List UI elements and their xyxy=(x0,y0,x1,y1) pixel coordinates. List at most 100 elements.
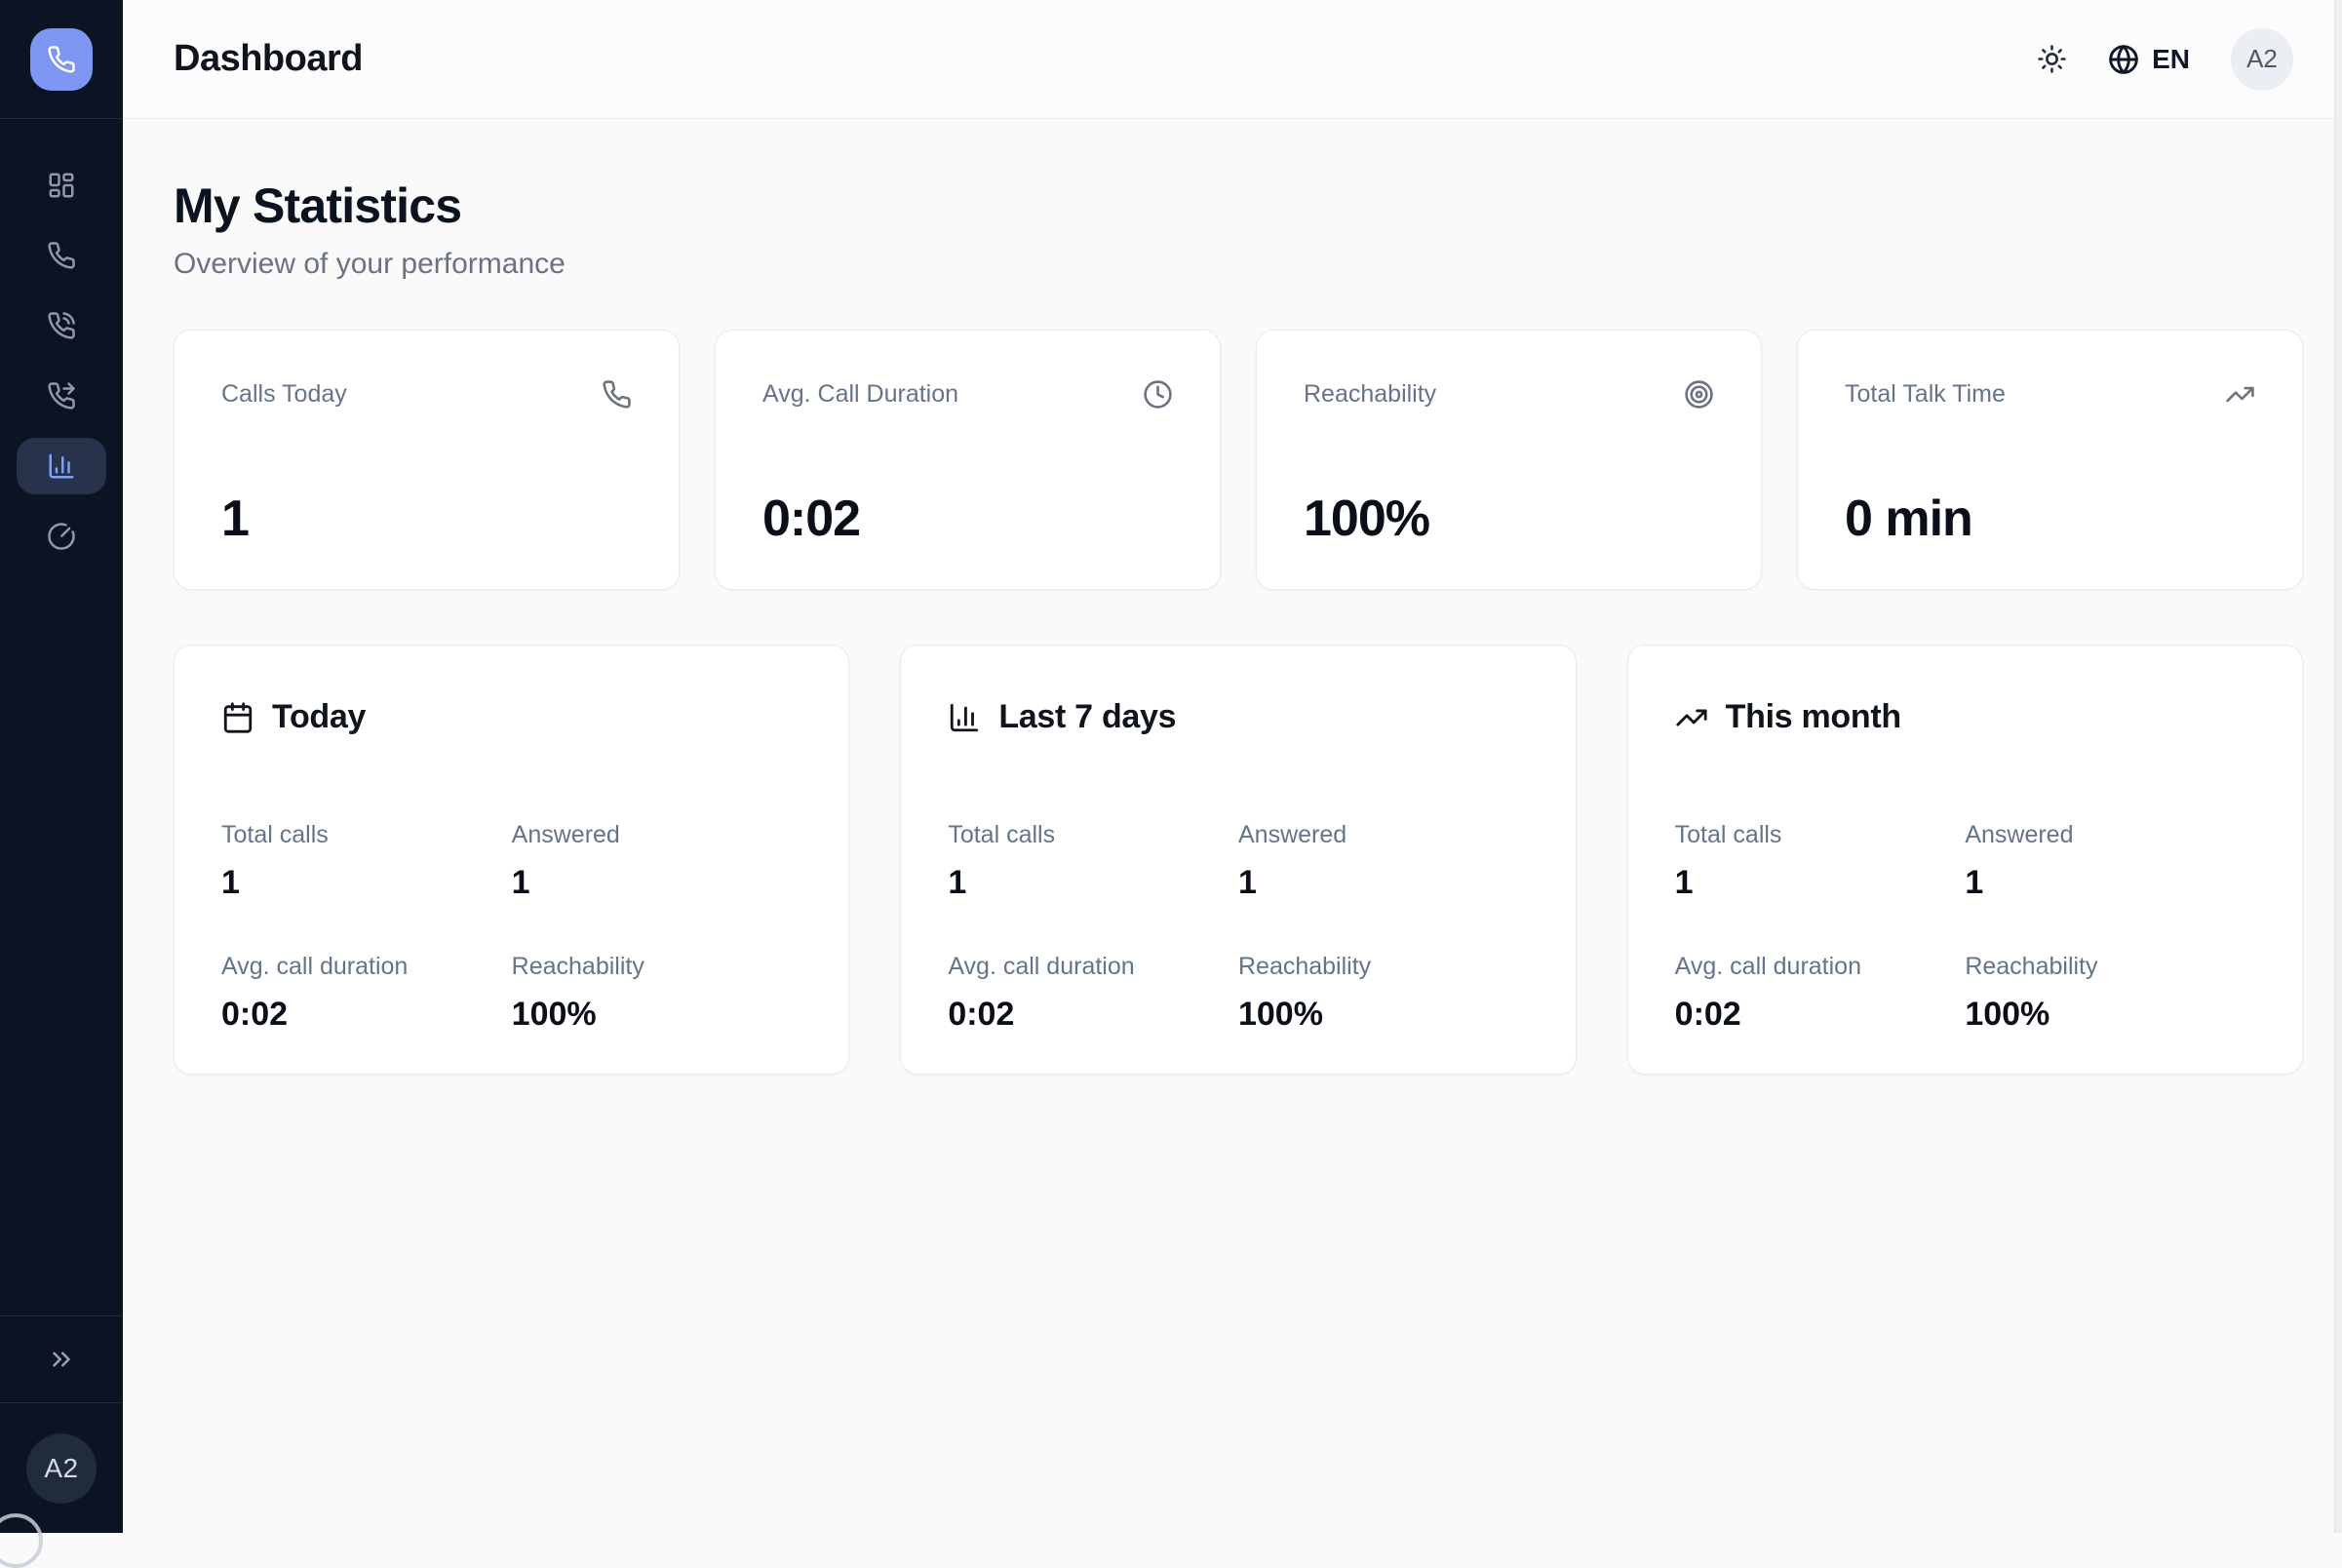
period-stat-label: Answered xyxy=(1237,821,1347,848)
period-stat-value: 0:02 xyxy=(1674,995,1741,1033)
top-header: Dashboard EN A2 xyxy=(123,0,2342,119)
phone-call-icon xyxy=(47,311,76,340)
expand-sidebar-button[interactable] xyxy=(47,1345,76,1374)
stat-label: Avg. Call Duration xyxy=(762,380,959,408)
stat-value: 100% xyxy=(1304,490,1430,547)
period-stat-value: 1 xyxy=(1237,864,1257,901)
bar-chart-icon xyxy=(948,701,981,734)
header-actions: EN A2 xyxy=(2037,27,2293,91)
stat-card-header: Total Talk Time xyxy=(1845,379,2255,410)
stat-label: Total Talk Time xyxy=(1845,380,2006,408)
phone-icon xyxy=(47,45,76,74)
period-stat-label: Total calls xyxy=(221,821,329,848)
period-stat-label: Reachability xyxy=(1237,952,1372,980)
period-stat: Avg. call duration 0:02 xyxy=(948,952,1238,1035)
language-switcher[interactable]: EN xyxy=(2108,44,2190,75)
period-card-this-month: This month Total calls 1 Answered 1 Avg.… xyxy=(1626,645,2303,1075)
stat-card-reachability: Reachability 100% xyxy=(1256,330,1762,590)
period-stat-label: Total calls xyxy=(1674,821,1782,848)
period-stat-value: 1 xyxy=(221,864,240,901)
bar-chart-icon xyxy=(47,451,76,481)
section-subtitle: Overview of your performance xyxy=(174,248,566,280)
stat-card-total-talk-time: Total Talk Time 0 min xyxy=(1797,330,2303,590)
period-stat: Answered 1 xyxy=(1238,820,1529,903)
sidebar-avatar[interactable]: A2 xyxy=(26,1432,97,1504)
period-card-today: Today Total calls 1 Answered 1 Avg. call… xyxy=(174,645,850,1075)
period-card-header: Last 7 days xyxy=(948,698,1528,736)
stat-card-avg-call-duration: Avg. Call Duration 0:02 xyxy=(715,330,1221,590)
period-title: Last 7 days xyxy=(998,698,1177,735)
sidebar-item-call-activity[interactable] xyxy=(0,291,123,361)
period-stat: Reachability 100% xyxy=(512,952,802,1035)
period-stat-label: Avg. call duration xyxy=(948,952,1135,980)
period-stat-value: 1 xyxy=(948,864,967,901)
sidebar-item-dashboard[interactable] xyxy=(0,150,123,220)
stat-card-header: Reachability xyxy=(1304,379,1714,410)
period-stat: Total calls 1 xyxy=(948,820,1238,903)
period-stat: Reachability 100% xyxy=(1965,952,2255,1035)
period-stats-grid: Total calls 1 Answered 1 Avg. call durat… xyxy=(221,820,801,1035)
period-card-header: Today xyxy=(221,698,801,736)
period-stat-label: Answered xyxy=(511,821,620,848)
period-stat-label: Answered xyxy=(1965,821,2074,848)
period-title: This month xyxy=(1725,698,1902,735)
stat-value: 1 xyxy=(221,490,250,547)
period-stat: Avg. call duration 0:02 xyxy=(221,952,512,1035)
period-title: Today xyxy=(272,698,367,735)
user-avatar[interactable]: A2 xyxy=(2231,27,2293,91)
period-stat-value: 1 xyxy=(511,864,530,901)
period-stat: Answered 1 xyxy=(512,820,802,903)
language-label: EN xyxy=(2152,43,2190,74)
stat-value: 0:02 xyxy=(762,490,861,547)
gauge-icon xyxy=(47,522,76,551)
section-title: My Statistics xyxy=(174,178,462,233)
kpi-cards-row: Calls Today 1 Avg. Call Duration 0 xyxy=(174,330,2303,590)
period-stat: Total calls 1 xyxy=(1675,820,1966,903)
period-stats-grid: Total calls 1 Answered 1 Avg. call durat… xyxy=(1675,820,2255,1035)
sidebar-item-statistics[interactable] xyxy=(0,431,123,501)
stat-card-header: Calls Today xyxy=(221,379,632,410)
period-stat-value: 100% xyxy=(1965,995,2050,1033)
stat-label: Calls Today xyxy=(221,380,347,408)
phone-forwarded-icon xyxy=(47,381,76,411)
globe-icon xyxy=(2108,44,2139,75)
trending-up-icon xyxy=(1675,701,1708,734)
period-stat-value: 0:02 xyxy=(221,995,289,1033)
phone-icon xyxy=(47,241,76,270)
page-header-title: Dashboard xyxy=(174,38,363,79)
layout-dashboard-icon xyxy=(47,171,76,200)
period-card-last-7-days: Last 7 days Total calls 1 Answered 1 Avg… xyxy=(900,645,1577,1075)
active-item-highlight xyxy=(17,438,106,494)
clock-icon xyxy=(1143,379,1173,410)
logo-area xyxy=(0,0,123,119)
period-stat-value: 1 xyxy=(1674,864,1694,901)
period-stat-value: 100% xyxy=(1237,995,1323,1033)
period-stat: Reachability 100% xyxy=(1238,952,1529,1035)
period-stat: Avg. call duration 0:02 xyxy=(1675,952,1966,1035)
sidebar-avatar-section: A2 xyxy=(0,1403,123,1533)
theme-toggle-button[interactable] xyxy=(2037,44,2067,74)
period-card-header: This month xyxy=(1675,698,2255,736)
sidebar: A2 xyxy=(0,0,123,1568)
page-scrollbar[interactable] xyxy=(2334,0,2342,1533)
sidebar-item-calls[interactable] xyxy=(0,220,123,291)
stat-value: 0 min xyxy=(1845,490,1973,547)
sun-icon xyxy=(2037,44,2067,74)
period-cards-row: Today Total calls 1 Answered 1 Avg. call… xyxy=(174,645,2303,1075)
sidebar-item-performance[interactable] xyxy=(0,501,123,571)
trending-up-icon xyxy=(2225,379,2255,410)
period-stat-value: 0:02 xyxy=(948,995,1015,1033)
sidebar-collapse-section xyxy=(0,1315,123,1403)
period-stat-label: Reachability xyxy=(1965,952,2098,980)
period-stats-grid: Total calls 1 Answered 1 Avg. call durat… xyxy=(948,820,1528,1035)
calendar-icon xyxy=(221,701,254,734)
sidebar-item-outgoing-calls[interactable] xyxy=(0,361,123,431)
content-column: Dashboard EN A2 My Statistics Overview xyxy=(123,0,2342,1533)
period-stat-label: Reachability xyxy=(511,952,644,980)
period-stat-value: 1 xyxy=(1965,864,1984,901)
app-logo[interactable] xyxy=(30,27,93,91)
period-stat-value: 100% xyxy=(511,995,597,1033)
main-content: My Statistics Overview of your performan… xyxy=(123,119,2342,1533)
period-stat-label: Avg. call duration xyxy=(1674,952,1861,980)
